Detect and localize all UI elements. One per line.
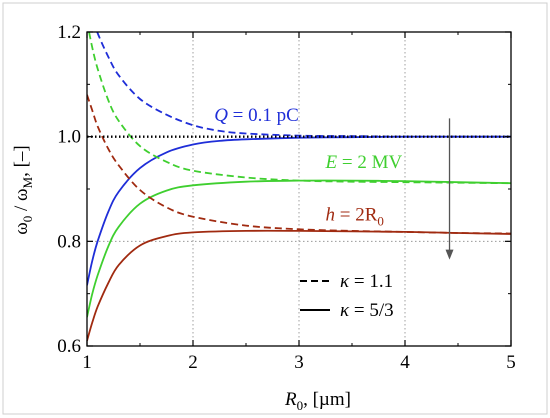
x-tick-label-4: 4 — [400, 352, 410, 373]
y-axis-label-main: ω — [11, 222, 32, 235]
y-tick-label-0.8: 0.8 — [57, 231, 81, 252]
series-line-h-kappa-5-3 — [87, 229, 511, 342]
x-axis-label-unit: , [µm] — [303, 389, 351, 410]
x-tick-label-1: 1 — [82, 352, 92, 373]
series-line-Q-kappa-5-3 — [87, 135, 511, 286]
x-axis-label: R0, [µm] — [284, 389, 351, 413]
grid — [87, 32, 511, 346]
ticks: 1 2 3 4 5 0.6 0.8 1.0 1.2 — [57, 22, 516, 373]
legend: κ = 1.1 κ = 5/3 — [300, 271, 394, 321]
y-tick-label-1.2: 1.2 — [57, 22, 81, 43]
y-axis-label-mid: / ω — [11, 188, 32, 215]
y-tick-label-1.0: 1.0 — [57, 127, 81, 148]
x-tick-label-2: 2 — [188, 352, 198, 373]
annotation-h: h = 2R0 — [326, 204, 384, 228]
annotations: Q = 0.1 pC E = 2 MV h = 2R0 — [214, 105, 454, 260]
legend-label-dashed: κ = 1.1 — [340, 271, 393, 292]
y-axis-label-unit: , [–] — [11, 145, 32, 177]
series-line-E-kappa-5-3 — [87, 179, 511, 318]
y-axis-label: ω0 / ωM, [–] — [11, 145, 35, 235]
y-tick-label-0.6: 0.6 — [57, 336, 81, 357]
series-layer — [87, 32, 511, 342]
series-line-E-kappa-1-1 — [88, 32, 511, 185]
x-axis-label-main: R — [284, 389, 297, 410]
annotation-Q: Q = 0.1 pC — [214, 105, 299, 126]
y-axis-label-sub1: 0 — [20, 216, 35, 223]
legend-label-solid: κ = 5/3 — [340, 300, 394, 321]
x-tick-label-5: 5 — [506, 352, 516, 373]
annotation-E: E = 2 MV — [325, 152, 403, 173]
x-tick-label-3: 3 — [294, 352, 304, 373]
y-axis-label-sub2: M — [20, 176, 35, 188]
x-axis-label-sub: 0 — [297, 398, 304, 413]
trend-arrow-head — [445, 249, 454, 260]
